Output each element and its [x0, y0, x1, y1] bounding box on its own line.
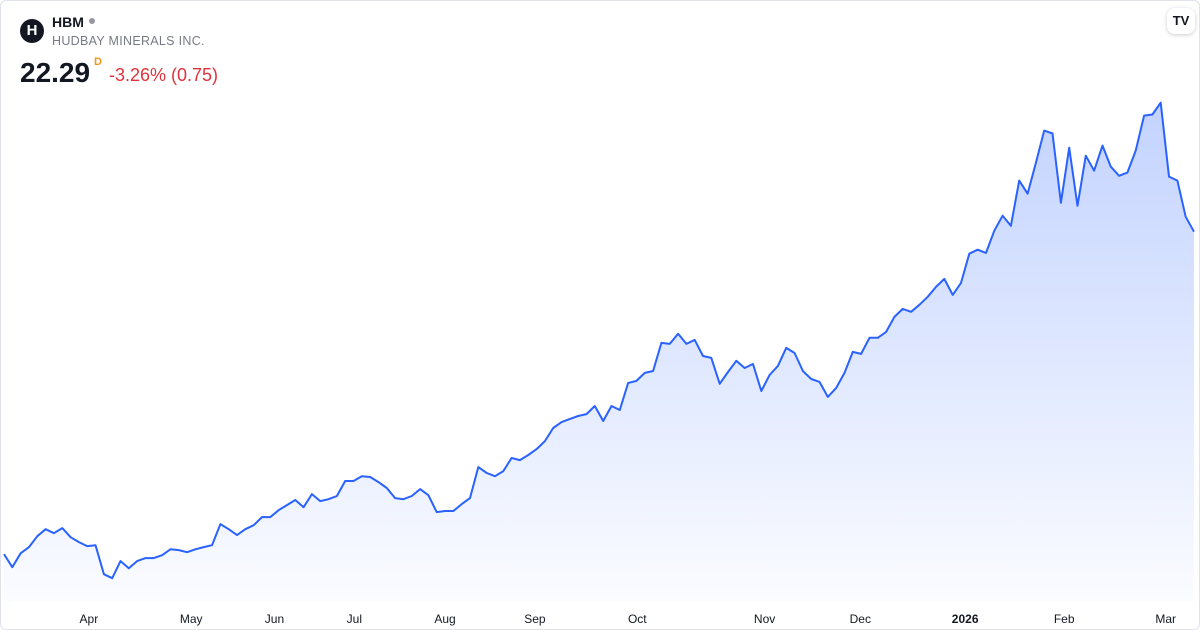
x-tick-label: Feb [1054, 612, 1075, 626]
price-line [3, 101, 1195, 580]
x-tick-label: Aug [434, 612, 455, 626]
x-tick-label: 2026 [952, 612, 979, 626]
x-tick-label: Mar [1155, 612, 1176, 626]
price: 22.29 [20, 57, 91, 88]
area [4, 102, 1194, 601]
x-tick-label: Jun [265, 612, 284, 626]
status-dot [89, 18, 95, 24]
price-change: -3.26% (0.75) [109, 65, 219, 85]
x-tick-label: Sep [524, 612, 546, 626]
x-tick-label: Oct [628, 612, 647, 626]
x-tick-label: Jul [347, 612, 362, 626]
x-tick-label: May [180, 612, 203, 626]
interval: D [94, 56, 102, 68]
ticker[interactable]: HBM [52, 14, 84, 30]
company-name: HUDBAY MINERALS INC. [52, 34, 205, 48]
x-tick-label: Dec [850, 612, 871, 626]
x-tick-label: Apr [80, 612, 99, 626]
tradingview-logo[interactable]: TV [1167, 8, 1195, 34]
company-logo: H [20, 19, 44, 43]
x-tick-label: Nov [754, 612, 775, 626]
